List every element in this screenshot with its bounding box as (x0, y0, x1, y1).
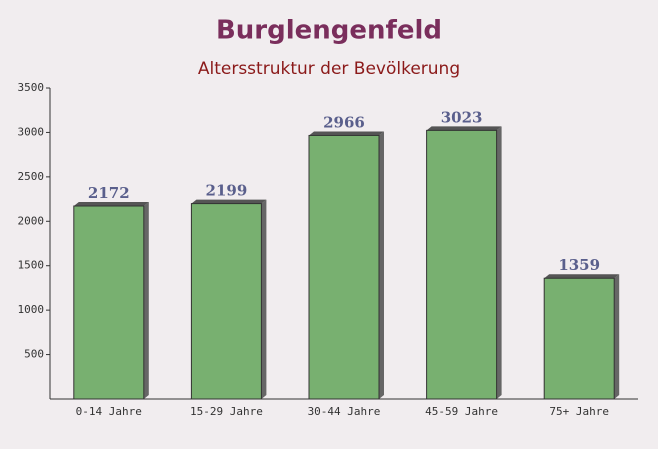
bar (426, 129, 498, 400)
value-label: 3023 (441, 108, 483, 126)
bar-shadow (143, 202, 149, 399)
value-label: 1359 (558, 256, 600, 274)
x-tick-label: 75+ Jahre (549, 405, 609, 418)
bar (73, 205, 145, 400)
y-tick-label: 2000 (18, 214, 45, 227)
bar-shadow (73, 202, 149, 207)
bar (308, 134, 380, 400)
y-tick-label: 3500 (18, 81, 45, 94)
bar-shadow (426, 126, 502, 131)
chart-title: Burglengenfeld (216, 16, 442, 46)
x-tick-label: 45-59 Jahre (425, 405, 498, 418)
bar-shadow (496, 126, 502, 399)
bar-shadow (261, 199, 267, 399)
value-label: 2199 (206, 182, 248, 200)
chart-subtitle: Altersstruktur der Bevölkerung (198, 59, 460, 79)
y-tick-label: 2500 (18, 170, 45, 183)
bar-shadow (379, 131, 384, 399)
y-tick-label: 1000 (18, 303, 45, 316)
y-tick-label: 500 (24, 348, 44, 361)
bar-shadow (544, 274, 620, 279)
x-tick-label: 30-44 Jahre (308, 405, 381, 418)
bar-shadow (614, 274, 620, 399)
bar (543, 277, 615, 400)
bar-shadow (309, 131, 384, 136)
y-tick-label: 3000 (18, 125, 45, 138)
y-tick-label: 1500 (18, 259, 45, 272)
value-label: 2966 (323, 113, 365, 131)
bar (190, 203, 262, 400)
value-label: 2172 (88, 184, 130, 202)
x-tick-label: 0-14 Jahre (76, 405, 142, 418)
bar-shadow (191, 199, 267, 204)
x-tick-label: 15-29 Jahre (190, 405, 263, 418)
